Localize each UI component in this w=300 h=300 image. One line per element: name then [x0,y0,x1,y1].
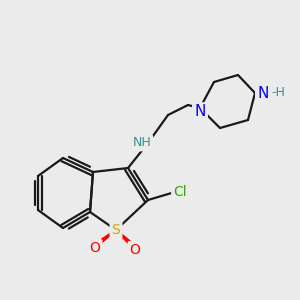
Text: N: N [257,85,269,100]
Text: Cl: Cl [173,185,187,199]
Text: S: S [112,223,120,237]
Text: NH: NH [133,136,152,149]
Text: O: O [90,241,101,255]
Text: O: O [130,243,140,257]
Text: -H: -H [271,86,285,100]
Text: N: N [194,104,206,119]
